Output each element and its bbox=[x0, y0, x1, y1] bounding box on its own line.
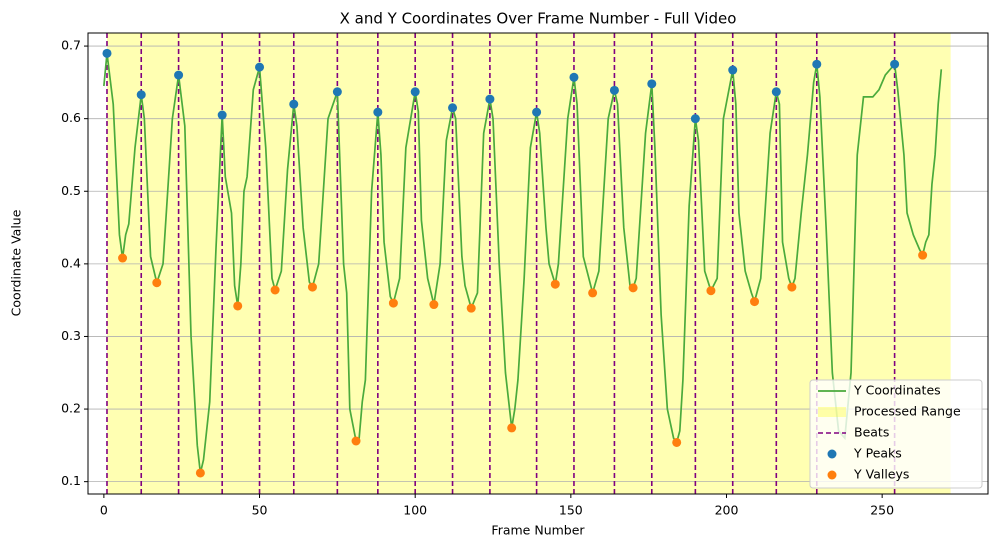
x-tick-label: 200 bbox=[715, 503, 739, 518]
legend-label: Beats bbox=[854, 425, 889, 440]
plot-area bbox=[88, 33, 988, 494]
peak-point bbox=[289, 99, 299, 109]
x-tick-label: 250 bbox=[870, 503, 894, 518]
valley-point bbox=[429, 300, 439, 310]
peak-point bbox=[174, 70, 184, 80]
valley-point bbox=[152, 278, 162, 288]
data-line bbox=[103, 53, 943, 474]
valley-point bbox=[550, 279, 560, 289]
peak-point bbox=[217, 110, 227, 120]
valley-point bbox=[706, 286, 716, 296]
peak-point bbox=[448, 103, 458, 113]
valley-point bbox=[787, 282, 797, 292]
axes-frame bbox=[87, 32, 989, 495]
x-axis-label: Frame Number bbox=[491, 523, 585, 538]
valley-point bbox=[233, 301, 243, 311]
chart-title: X and Y Coordinates Over Frame Number - … bbox=[340, 10, 737, 28]
peak-point bbox=[690, 114, 700, 124]
valley-point bbox=[388, 298, 398, 308]
peak-point bbox=[485, 94, 495, 104]
valley-point bbox=[351, 436, 361, 446]
y-axis-label: Coordinate Value bbox=[9, 209, 24, 316]
peak-point bbox=[569, 72, 579, 82]
valley-point bbox=[507, 423, 517, 433]
y-tick-label: 0.1 bbox=[61, 473, 81, 488]
legend-label: Y Coordinates bbox=[853, 383, 941, 398]
peak-point bbox=[728, 65, 738, 75]
legend-label: Y Peaks bbox=[853, 446, 902, 461]
valley-point bbox=[918, 250, 928, 260]
peak-point bbox=[532, 107, 542, 117]
legend-label: Y Valleys bbox=[853, 467, 909, 482]
peak-point bbox=[102, 48, 112, 58]
peak-point bbox=[332, 87, 342, 97]
y-tick-label: 0.5 bbox=[61, 183, 81, 198]
y-tick-label: 0.2 bbox=[61, 401, 81, 416]
legend: Y Coordinates Processed Range Beats Y Peaks… bbox=[809, 379, 983, 489]
legend-label: Processed Range bbox=[854, 404, 961, 419]
y-tick-label: 0.7 bbox=[61, 38, 81, 53]
valley-point bbox=[270, 285, 280, 295]
valley-point bbox=[672, 437, 682, 447]
peak-point bbox=[812, 59, 822, 69]
valley-point bbox=[307, 282, 317, 292]
legend-dot bbox=[827, 470, 837, 480]
peak-point bbox=[373, 107, 383, 117]
peak-point bbox=[890, 59, 900, 69]
x-tick-label: 100 bbox=[403, 503, 427, 518]
valley-point bbox=[118, 253, 128, 263]
legend-box bbox=[809, 379, 983, 489]
x-tick-label: 50 bbox=[252, 503, 268, 518]
valley-point bbox=[628, 283, 638, 293]
x-tick-label: 0 bbox=[100, 503, 108, 518]
y-tick-label: 0.4 bbox=[61, 255, 81, 270]
valley-point bbox=[750, 297, 760, 307]
valley-point bbox=[466, 303, 476, 313]
x-tick-label: 150 bbox=[559, 503, 583, 518]
legend-dot bbox=[827, 449, 837, 459]
peak-point bbox=[136, 90, 146, 100]
peak-point bbox=[609, 85, 619, 95]
peak-point bbox=[771, 87, 781, 97]
valley-point bbox=[195, 468, 205, 478]
valley-point bbox=[588, 288, 598, 298]
legend-patch bbox=[818, 407, 846, 417]
y-tick-label: 0.3 bbox=[61, 328, 81, 343]
peak-point bbox=[410, 87, 420, 97]
y-tick-label: 0.6 bbox=[61, 110, 81, 125]
peak-point bbox=[255, 62, 265, 72]
peak-point bbox=[647, 79, 657, 89]
